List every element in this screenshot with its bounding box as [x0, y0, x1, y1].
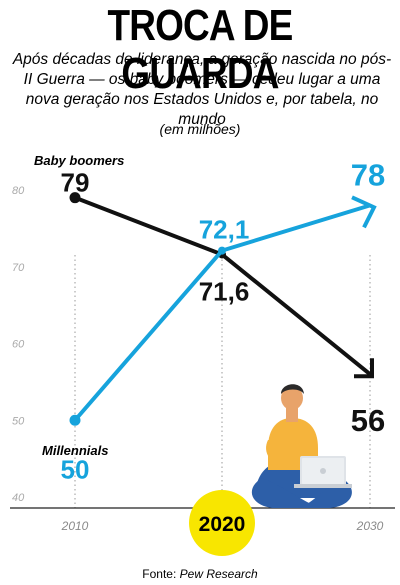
chart-subtitle: Após décadas de liderança, a geração nas… [12, 51, 392, 128]
x-tick-label-highlight: 2020 [199, 513, 246, 536]
chart-title: TROCA DE GUARDA [107, 1, 294, 98]
source-prefix: Fonte: [142, 567, 180, 581]
series-label-millennials: Millennials [42, 443, 108, 458]
arrowhead-boomers [354, 358, 374, 379]
y-tick-label: 60 [12, 339, 25, 351]
point-millennials-2010 [69, 414, 81, 426]
value-label-millennials-2020: 72,1 [199, 215, 250, 245]
value-label-boomers-2010: 79 [61, 168, 90, 198]
value-label-millennials-2030: 78 [351, 157, 385, 192]
unit-label: (em milhões) [159, 121, 241, 137]
person-with-laptop-illustration [251, 384, 352, 508]
value-label-millennials-2010: 50 [61, 454, 90, 484]
x-tick-label: 2010 [61, 519, 89, 533]
source-name: Pew Research [179, 567, 258, 581]
series-label-boomers: Baby boomers [34, 153, 124, 168]
y-tick-label: 80 [12, 185, 25, 197]
arrowhead-millennials [351, 195, 377, 229]
source-credit: Fonte: Pew Research [0, 567, 400, 581]
highlight-year-circle [189, 490, 255, 556]
value-label-boomers-2020: 71,6 [199, 276, 250, 306]
value-label-boomers-2030: 56 [351, 403, 385, 438]
y-tick-label: 50 [12, 415, 25, 427]
point-millennials-2020 [218, 246, 226, 255]
x-tick-label: 2030 [356, 519, 384, 533]
y-tick-label: 40 [12, 492, 25, 504]
y-tick-label: 70 [12, 262, 25, 274]
point-boomers-2010 [69, 192, 81, 204]
